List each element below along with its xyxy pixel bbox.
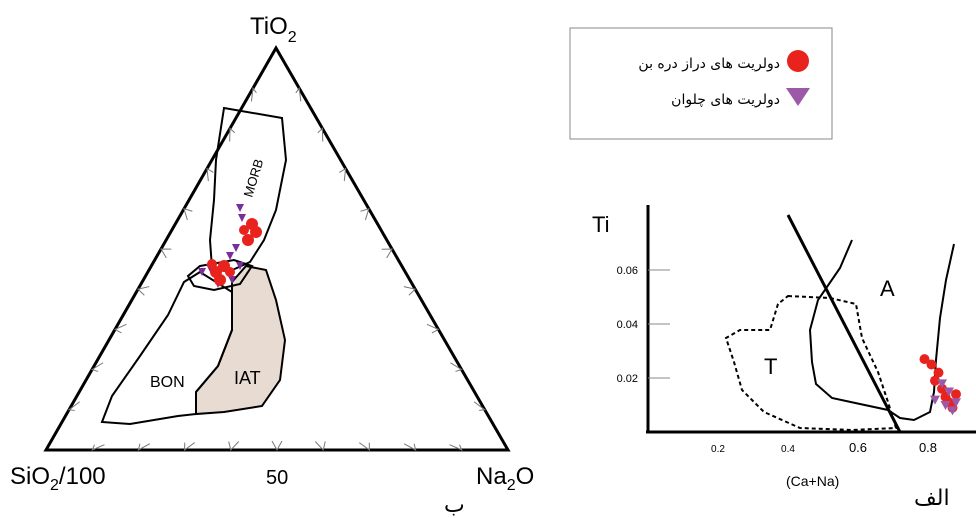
binary-samples xyxy=(919,354,961,416)
ternary-tick xyxy=(295,86,302,102)
apex-left-label: SiO2/100 xyxy=(10,463,106,494)
binary-sample-circle xyxy=(933,367,944,378)
panel-letter-b: ب xyxy=(444,492,465,517)
binary-sample-triangle xyxy=(951,398,961,408)
binary-sample-circle xyxy=(951,389,961,400)
legend: دولریت های دراز دره بن دولریت های چلوان xyxy=(569,27,833,140)
apex-right-label: Na2O xyxy=(476,463,534,494)
ternary-tick xyxy=(228,441,240,452)
binary-sample-circle xyxy=(937,383,947,394)
ternary-sample-triangle xyxy=(226,252,234,260)
ternary-tick xyxy=(113,323,127,334)
overlap-loop xyxy=(186,258,254,292)
binary-sample-triangle xyxy=(937,379,947,389)
bon-field xyxy=(100,270,233,426)
ternary-tick xyxy=(403,443,417,451)
binary-sample-circle xyxy=(926,359,937,370)
y-tick-label: 0.04 xyxy=(617,319,638,331)
ternary-tick xyxy=(250,86,257,102)
ternary-tick xyxy=(184,442,195,451)
ternary-tick xyxy=(90,362,104,372)
ternary-ticks xyxy=(67,86,487,452)
legend-box xyxy=(569,27,833,140)
base-tick-label: 50 xyxy=(266,467,288,489)
ternary-tick xyxy=(403,286,417,296)
ternary-tick xyxy=(206,167,214,182)
x-tick-label: 0.8 xyxy=(919,440,937,455)
a-field-label: A xyxy=(880,276,895,301)
ternary-tick xyxy=(358,442,370,451)
ternary-sample-triangle xyxy=(198,268,206,276)
ternary-tick xyxy=(317,127,324,142)
x-ticks: 0.20.40.60.81.0 xyxy=(711,440,937,455)
ternary-tick xyxy=(271,440,283,452)
legend-item-1-label: دولریت های دراز دره بن xyxy=(638,56,780,72)
ternary-tick xyxy=(160,248,172,259)
ternary-sample-triangle xyxy=(228,276,236,284)
t-field-label: T xyxy=(764,354,777,379)
morb-label: MORB xyxy=(241,157,267,199)
binary-sample-triangle xyxy=(947,406,958,416)
ternary-tick xyxy=(314,441,326,452)
ternary-tick xyxy=(67,401,80,411)
ternary-sample-triangle xyxy=(238,214,246,222)
y-ticks: 0.06 0.04 0.02 xyxy=(617,265,670,385)
ternary-tick xyxy=(450,362,463,372)
ternary-tick xyxy=(381,248,393,259)
iat-label: IAT xyxy=(234,368,261,388)
ternary-tick xyxy=(449,444,463,451)
ternary-sample-triangle xyxy=(236,204,244,212)
ternary-sample-triangle xyxy=(236,262,244,270)
binary-sample-triangle xyxy=(944,387,954,397)
ternary-tick xyxy=(229,127,235,142)
a-field xyxy=(808,239,955,422)
ternary-tick xyxy=(183,208,193,221)
binary-sample-triangle xyxy=(930,395,940,405)
ternary-sample-circle xyxy=(239,225,249,235)
binary-sample-circle xyxy=(930,375,940,386)
ternary-tick xyxy=(91,444,105,451)
legend-item-2-label: دولریت های چلوان xyxy=(671,92,780,108)
ternary-tick xyxy=(136,286,150,296)
ternary-diagram: MORB BON IAT xyxy=(10,13,534,517)
ternary-tick xyxy=(137,443,151,451)
binary-diagram: 0.060.040.02 0.20.40.60.81.0 A T Ti (Ca+… xyxy=(592,205,976,510)
ternary-sample-circle xyxy=(214,274,226,286)
binary-xlabel: (Ca+Na) xyxy=(786,473,839,489)
x-tick-label: 0.6 xyxy=(849,440,867,455)
binary-sample-circle xyxy=(919,354,930,365)
ternary-sample-circle xyxy=(250,226,262,238)
ternary-tick xyxy=(473,401,487,411)
bon-label: BON xyxy=(150,374,185,391)
legend-triangle-icon xyxy=(786,88,810,106)
ternary-samples xyxy=(198,204,262,288)
ternary-tick xyxy=(339,167,347,182)
discrimination-line xyxy=(786,214,902,433)
legend-circle-icon xyxy=(787,50,809,72)
ternary-sample-circle xyxy=(207,259,217,269)
panel-letter-alef: الف xyxy=(914,485,950,510)
binary-ylabel: Ti xyxy=(592,212,610,237)
x-tick-label: 0.4 xyxy=(781,444,795,455)
x-tick-label: 0.2 xyxy=(711,444,725,455)
ternary-sample-circle xyxy=(242,234,254,246)
y-tick-label: 0.02 xyxy=(617,373,638,385)
ternary-sample-triangle xyxy=(232,244,240,252)
ternary-sample-circle xyxy=(225,267,235,277)
apex-top-label: TiO2 xyxy=(250,13,297,46)
ternary-tick xyxy=(426,323,440,334)
ternary-tick xyxy=(360,208,370,221)
y-tick-label: 0.06 xyxy=(617,265,638,277)
binary-sample-triangle xyxy=(940,401,951,410)
t-field xyxy=(724,294,898,432)
